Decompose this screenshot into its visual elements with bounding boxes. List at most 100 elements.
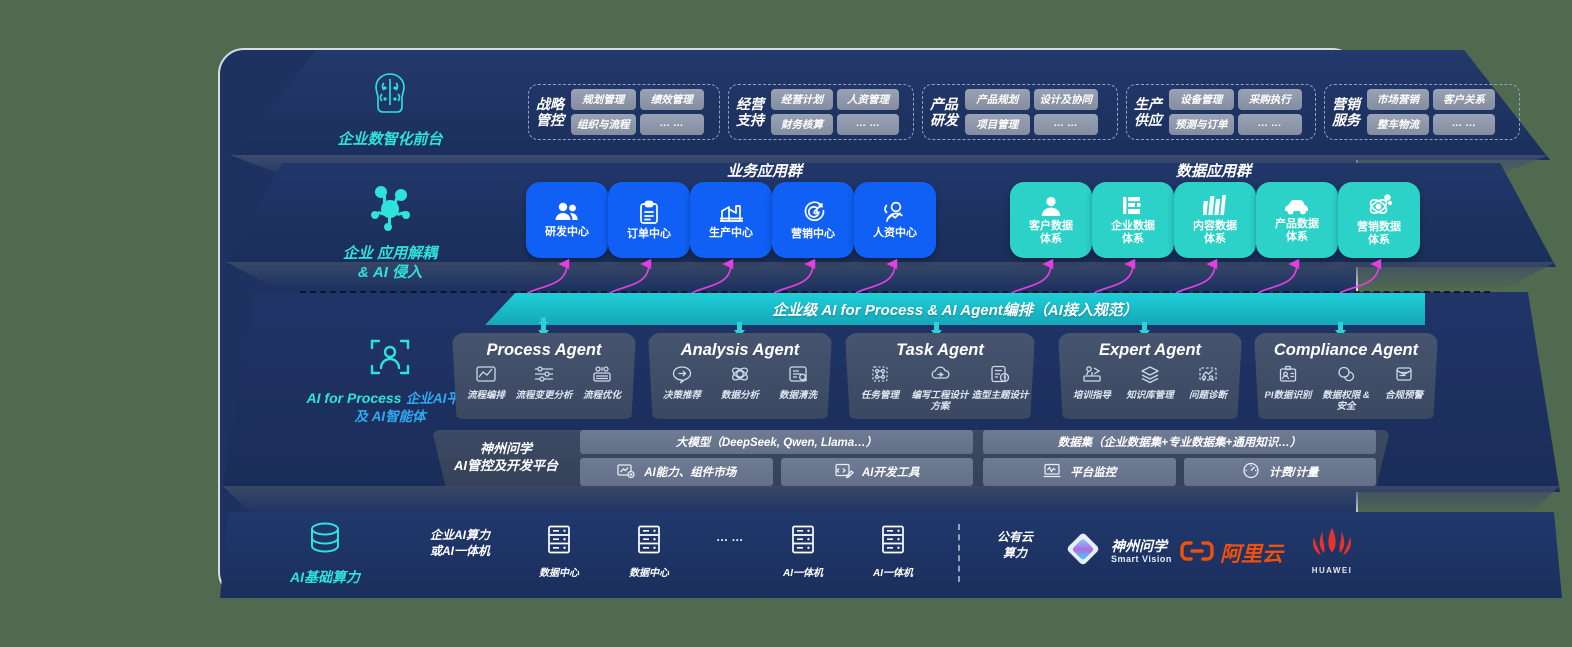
domain-title: 营销 服务 <box>1332 95 1360 128</box>
agent-card-analysis[interactable]: Analysis Agent 决策推荐 数据分析 <box>648 333 832 419</box>
platform-cell-dev-tools[interactable]: AI开发工具 <box>780 458 973 486</box>
logo-huawei: HUAWEI <box>1305 526 1359 575</box>
infra-sublabel: 数据中心 <box>629 568 669 579</box>
agent-item[interactable]: 培训指导 <box>1063 364 1120 402</box>
agent-item-label: 造型主题设计 <box>971 390 1029 401</box>
platform-headline: 数据集（企业数据集+专业数据集+通用知识…） <box>983 430 1376 454</box>
agent-item-label: 培训指导 <box>1072 390 1111 401</box>
app-card-label: 营销中心 <box>791 227 835 240</box>
platform-cell-monitoring[interactable]: 平台监控 <box>983 458 1176 486</box>
logo-name: 阿里云 <box>1220 543 1283 566</box>
agent-name: Expert Agent <box>1098 341 1202 359</box>
atom-icon <box>1367 193 1392 218</box>
data-app-group-title: 数据应用群 <box>1176 163 1252 180</box>
app-card-hr-center[interactable]: 人资中心 <box>854 182 936 258</box>
chip[interactable]: 产品规划 <box>965 89 1030 110</box>
agent-name: Task Agent <box>896 341 984 359</box>
domain-group-production-supply[interactable]: 生产 供应 设备管理 采购执行 预测与订单 … … <box>1126 84 1316 140</box>
agent-item[interactable]: PI数据识别 <box>1259 364 1316 402</box>
chip[interactable]: 设计及协同 <box>1033 89 1098 110</box>
chip[interactable]: 整车物流 <box>1367 114 1429 135</box>
agent-item[interactable]: 数据清洗 <box>769 364 826 402</box>
app-card-marketing-center[interactable]: 营销中心 <box>772 182 854 258</box>
agent-item[interactable]: 知识库管理 <box>1121 364 1178 402</box>
chip[interactable]: 市场营销 <box>1367 89 1429 110</box>
app-card-content-data[interactable]: 内容数据 体系 <box>1174 182 1256 258</box>
agent-item[interactable]: 合规预警 <box>1375 364 1432 402</box>
chip[interactable]: 组织与流程 <box>571 114 636 135</box>
domain-title: 经营 支持 <box>736 95 764 128</box>
rail-ai-infrastructure: AI基础算力 <box>255 520 395 587</box>
agent-item[interactable]: 流程优化 <box>573 364 630 402</box>
agent-items: 培训指导 知识库管理 问题诊断 <box>1058 364 1242 402</box>
chip[interactable]: … … <box>1433 114 1495 135</box>
users-icon <box>554 201 580 223</box>
diagnose-icon <box>1197 364 1219 389</box>
chip[interactable]: 人资管理 <box>837 89 899 110</box>
chip[interactable]: 客户关系 <box>1433 89 1495 110</box>
agent-item[interactable]: 数据权限 & 安全 <box>1317 364 1374 413</box>
chip[interactable]: 规划管理 <box>571 89 636 110</box>
infra-datacenter-1: 数据中心 <box>516 524 602 579</box>
rail-label: 企业 应用解耦 & AI 侵入 <box>342 245 438 281</box>
devtool-icon <box>834 462 855 482</box>
platform-cell-ai-market[interactable]: AI能力、组件市场 <box>580 458 773 486</box>
cloud-write-icon <box>929 364 951 389</box>
logo-aliyun: 阿里云 <box>1180 538 1283 568</box>
agent-item[interactable]: 数据分析 <box>711 364 768 402</box>
agent-items: 流程编排 流程变更分析 流程优化 <box>452 364 636 402</box>
agent-item[interactable]: 造型主题设计 <box>970 364 1029 402</box>
molecule-icon <box>300 182 480 239</box>
chip[interactable]: 项目管理 <box>965 114 1030 135</box>
app-card-label: 研发中心 <box>545 226 589 239</box>
agent-item-label: 数据权限 & 安全 <box>1322 390 1370 412</box>
app-card-rd-center[interactable]: 研发中心 <box>526 182 608 258</box>
agent-item[interactable]: 问题诊断 <box>1179 364 1236 402</box>
app-card-product-data[interactable]: 产品数据 体系 <box>1256 182 1338 258</box>
agent-item[interactable]: 流程变更分析 <box>515 364 573 402</box>
chip-grid: 经营计划 人资管理 财务核算 … … <box>771 89 899 135</box>
app-card-enterprise-data[interactable]: 企业数据 体系 <box>1092 182 1174 258</box>
domain-group-marketing-service[interactable]: 营销 服务 市场营销 客户关系 整车物流 … … <box>1324 84 1520 140</box>
logo-smart-vision: 神州问学 Smart Vision <box>1062 528 1172 575</box>
app-card-production-center[interactable]: 生产中心 <box>690 182 772 258</box>
platform-cell-billing[interactable]: 计费/计量 <box>1183 458 1376 486</box>
platform-cell-label: AI能力、组件市场 <box>644 467 737 479</box>
chip[interactable]: … … <box>639 114 704 135</box>
agent-card-process[interactable]: Process Agent 流程编排 流程变更分析 <box>452 333 636 419</box>
rail-app-decoupling: 企业 应用解耦 & AI 侵入 <box>300 182 480 283</box>
domain-group-operations[interactable]: 经营 支持 经营计划 人资管理 财务核算 … … <box>728 84 914 140</box>
agent-item[interactable]: 决策推荐 <box>653 364 710 402</box>
chip[interactable]: … … <box>1033 114 1098 135</box>
infra-label: 公有云 算力 <box>996 530 1033 560</box>
data-clean-icon <box>787 364 809 389</box>
app-card-customer-data[interactable]: 客户数据 体系 <box>1010 182 1092 258</box>
agent-card-compliance[interactable]: Compliance Agent PI数据识别 数据权限 & 安全 <box>1254 333 1438 419</box>
agent-item[interactable]: 流程编排 <box>457 364 514 402</box>
chip[interactable]: … … <box>837 114 899 135</box>
app-card-marketing-data[interactable]: 营销数据 体系 <box>1338 182 1420 258</box>
chip-grid: 产品规划 设计及协同 项目管理 … … <box>965 89 1098 135</box>
chip[interactable]: 设备管理 <box>1169 89 1234 110</box>
chip[interactable]: 财务核算 <box>771 114 833 135</box>
app-card-order-center[interactable]: 订单中心 <box>608 182 690 258</box>
person-scan-icon <box>300 335 480 384</box>
agent-item-label: PI数据识别 <box>1264 390 1312 401</box>
agent-card-expert[interactable]: Expert Agent 培训指导 知识库管理 <box>1058 333 1242 419</box>
infra-divider <box>958 524 960 582</box>
agent-name: Process Agent <box>486 341 602 359</box>
chip[interactable]: 绩效管理 <box>639 89 704 110</box>
agent-item-label: 流程优化 <box>582 390 621 401</box>
agent-item[interactable]: 编写工程设计方案 <box>910 364 969 413</box>
domain-group-product-rd[interactable]: 产品 研发 产品规划 设计及协同 项目管理 … … <box>922 84 1118 140</box>
chip[interactable]: … … <box>1237 114 1302 135</box>
agent-item[interactable]: 任务管理 <box>850 364 909 402</box>
agent-card-task[interactable]: Task Agent 任务管理 编写 <box>845 333 1035 419</box>
chip[interactable]: 经营计划 <box>771 89 833 110</box>
domain-group-strategy[interactable]: 战略 管控 规划管理 绩效管理 组织与流程 … … <box>528 84 720 140</box>
chip[interactable]: 预测与订单 <box>1169 114 1234 135</box>
chip[interactable]: 采购执行 <box>1237 89 1302 110</box>
ai-platform-bar: 神州问学 AI管控及开发平台 大模型（DeepSeek, Qwen, Llama… <box>432 430 1390 486</box>
app-card-label: 内容数据 体系 <box>1193 220 1237 245</box>
decision-icon <box>671 364 693 389</box>
